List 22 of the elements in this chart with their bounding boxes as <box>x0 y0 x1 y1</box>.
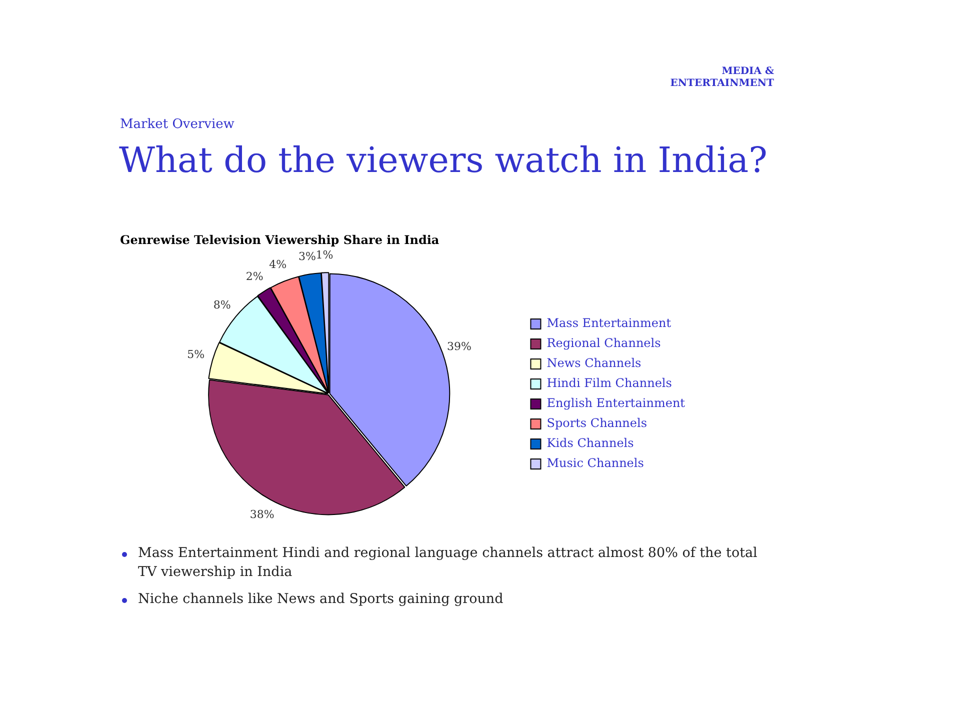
chart-subtitle: Genrewise Television Viewership Share in India <box>120 233 440 247</box>
legend-label: Kids Channels <box>546 436 634 450</box>
text: Niche channels like News and Sports gaining ground <box>138 591 504 607</box>
legend-label: Sports Channels <box>546 416 648 430</box>
legend-label: Mass Entertainment <box>546 316 672 330</box>
data-label: 38% <box>250 508 274 522</box>
text: Market Overview <box>120 117 234 132</box>
data-label: 2% <box>246 270 264 283</box>
legend-label: Regional Channels <box>546 336 661 350</box>
data-label: 3% <box>298 250 316 264</box>
legend-label: Music Channels <box>546 456 644 470</box>
legend-label: News Channels <box>546 356 642 370</box>
data-label: 1% <box>316 248 334 262</box>
text: Mass Entertainment Hindi and regional language channels attract almost 80% of the total TV viewership in India <box>138 545 758 580</box>
chart-title: What do the viewers watch in India? <box>119 141 768 181</box>
data-label: 39% <box>446 340 472 353</box>
legend-label: Hindi Film Channels <box>546 376 672 390</box>
data-label: 8% <box>213 298 231 312</box>
data-label: 5% <box>187 348 205 362</box>
legend-label: English Entertainment <box>546 396 686 410</box>
data-label: 4% <box>269 258 287 272</box>
text: MEDIA & ENTERTAINMENT <box>669 66 774 90</box>
